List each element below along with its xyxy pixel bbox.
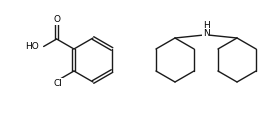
- Text: O: O: [53, 15, 60, 24]
- Text: Cl: Cl: [54, 78, 62, 87]
- Text: HO: HO: [25, 42, 39, 51]
- Text: H: H: [203, 21, 209, 30]
- Text: N: N: [203, 29, 209, 38]
